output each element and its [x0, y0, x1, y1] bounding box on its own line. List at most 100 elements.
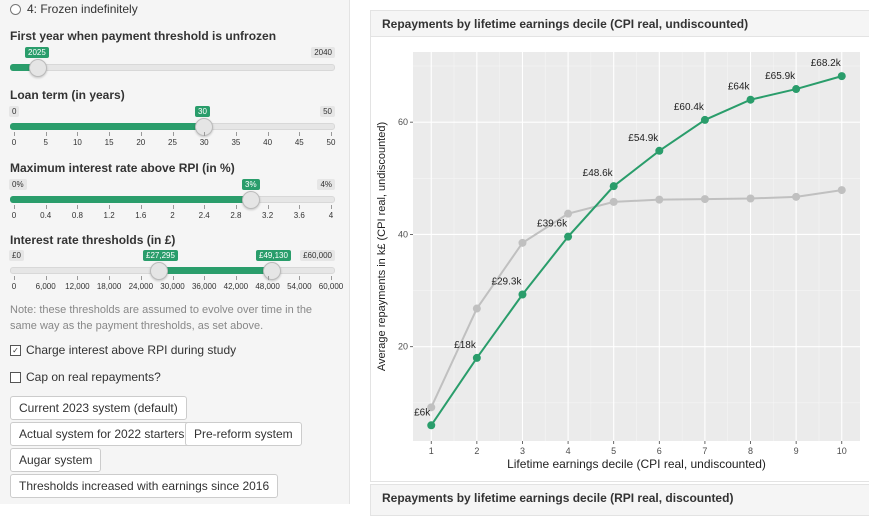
data-label: £6k	[414, 407, 431, 418]
tick-label: 36,000	[191, 282, 217, 291]
tick-mark	[14, 132, 15, 136]
slider-fill	[10, 196, 252, 203]
data-point	[792, 192, 801, 201]
tick-mark	[109, 276, 111, 280]
data-label: £68.2k	[811, 58, 842, 69]
slider-thumb-high[interactable]	[263, 262, 281, 280]
x-tick-label: 3	[520, 446, 525, 456]
data-label: £60.4k	[674, 102, 705, 113]
tick-label: 2	[170, 211, 175, 220]
tick-mark	[235, 205, 237, 209]
thresholds-low-value: £27,295	[143, 250, 178, 261]
tick-mark	[14, 276, 15, 280]
chart-panel: Repayments by lifetime earnings decile (…	[370, 10, 869, 482]
tick-label: 30,000	[160, 282, 185, 291]
tick-mark	[45, 276, 47, 280]
data-point	[564, 232, 573, 241]
tick-label: 30	[199, 138, 209, 147]
interest-slider[interactable]: 0% 3% 4% 0 0.4 0.8 1.2 1.6 2 2.4 2.8 3.2 3.6 4	[9, 178, 335, 220]
tick-mark	[109, 132, 111, 136]
data-label: £54.9k	[628, 133, 659, 144]
y-tick-label: 60	[398, 117, 408, 127]
tick-mark	[140, 205, 142, 209]
checkbox-checked[interactable]: ✓	[10, 344, 21, 356]
checkbox-unchecked[interactable]	[10, 371, 21, 383]
tick-mark	[235, 276, 237, 280]
data-point	[609, 197, 618, 206]
tick-mark	[77, 276, 79, 280]
slider-thumb[interactable]	[195, 118, 213, 136]
data-point	[472, 304, 481, 313]
tick-label: 3.2	[262, 211, 274, 220]
data-point	[564, 209, 573, 218]
tick-label: 4	[328, 211, 334, 220]
data-point	[700, 195, 709, 204]
charge-interest-checkbox[interactable]: ✓ Charge interest above RPI during study	[10, 343, 236, 357]
sidebar: 4: Frozen indefinitely First year when p…	[0, 0, 350, 504]
cap-repayments-checkbox[interactable]: Cap on real repayments?	[10, 370, 161, 384]
tick-label: 54,000	[287, 282, 312, 291]
tick-mark	[140, 276, 142, 280]
y-tick-label: 40	[398, 229, 408, 239]
unfreeze-slider[interactable]: 2025 2025 2040	[10, 46, 335, 77]
loan-term-max: 50	[320, 106, 335, 117]
thresholds-high-value: £49,130	[256, 250, 291, 261]
interest-max: 4%	[317, 179, 335, 190]
x-tick-label: 8	[748, 446, 753, 456]
thresholds-slider[interactable]: £0 £27,295 £49,130 £60,000 0 6,000 12,000 1…	[9, 249, 343, 291]
data-point	[655, 146, 664, 155]
tick-mark	[204, 276, 206, 280]
x-tick-label: 6	[657, 446, 662, 456]
actual-2022-button[interactable]: Actual system for 2022 starters	[10, 422, 194, 446]
tick-mark	[77, 205, 79, 209]
tick-mark	[172, 276, 174, 280]
tick-mark	[45, 132, 47, 136]
data-point	[792, 85, 801, 94]
slider-thumb[interactable]	[29, 59, 47, 77]
data-point	[609, 182, 618, 191]
tick-mark	[109, 205, 111, 209]
tick-label: 0	[11, 138, 17, 147]
chart-panel-title: Repayments by lifetime earnings decile (…	[371, 11, 869, 37]
tick-label: 18,000	[96, 282, 122, 291]
radio-frozen-indefinitely[interactable]: 4: Frozen indefinitely	[10, 2, 138, 16]
x-axis-title: Lifetime earnings decile (CPI real, undi…	[507, 457, 766, 471]
tick-label: 2.8	[230, 211, 242, 220]
tick-label: 1.6	[135, 211, 147, 220]
x-tick-label: 1	[429, 446, 434, 456]
tick-label: 10	[72, 138, 82, 147]
tick-label: 2.4	[198, 211, 210, 220]
data-label: £29.3k	[491, 276, 522, 287]
interest-label: Maximum interest rate above RPI (in %)	[10, 161, 235, 175]
tick-label: 40	[263, 138, 273, 147]
x-tick-label: 4	[566, 446, 571, 456]
data-point	[837, 186, 846, 195]
data-point	[472, 353, 481, 362]
current-system-button[interactable]: Current 2023 system (default)	[10, 396, 187, 420]
loan-term-min: 0	[9, 106, 20, 117]
unfreeze-max: 2040	[311, 47, 335, 58]
tick-mark	[299, 132, 301, 136]
tick-label: 5	[43, 138, 48, 147]
main-area: Repayments by lifetime earnings decile (…	[350, 0, 869, 516]
tick-mark	[77, 132, 79, 136]
tick-mark	[331, 276, 332, 280]
unfreeze-label: First year when payment threshold is unf…	[10, 29, 277, 43]
loan-term-slider[interactable]: 0 30 50 0 5 10 15 20 25 30 35 40 45 50	[9, 105, 335, 147]
loan-term-value: 30	[195, 106, 210, 117]
pre-reform-button[interactable]: Pre-reform system	[185, 422, 302, 446]
augar-button[interactable]: Augar system	[10, 448, 102, 472]
tick-label: 12,000	[65, 282, 90, 291]
tick-mark	[299, 276, 301, 280]
radio-button[interactable]	[10, 3, 21, 15]
tick-label: 0.8	[71, 211, 83, 220]
data-label: £48.6k	[583, 168, 614, 179]
thresholds-label: Interest rate thresholds (in £)	[10, 233, 176, 247]
tick-mark	[331, 205, 332, 209]
slider-thumb-low[interactable]	[150, 262, 168, 280]
y-axis-title: Average repayments in k£ (CPI real, undi…	[376, 122, 388, 371]
slider-thumb[interactable]	[242, 191, 260, 209]
slider-track[interactable]	[10, 64, 335, 71]
slider-fill	[158, 267, 272, 274]
thresholds-2016-button[interactable]: Thresholds increased with earnings since…	[10, 474, 279, 498]
